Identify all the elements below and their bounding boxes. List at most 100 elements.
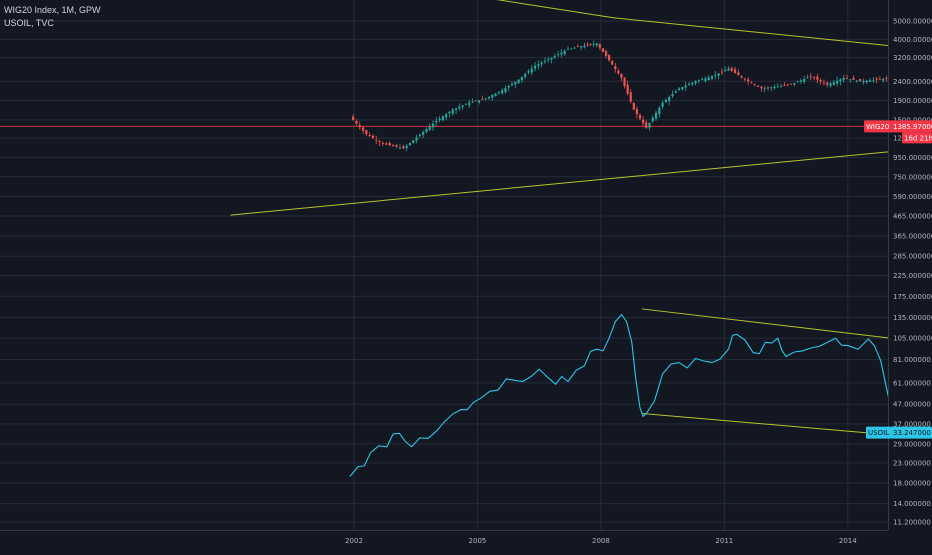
x-tick-label: 2005 bbox=[469, 537, 487, 545]
wig20-candle-body bbox=[614, 65, 617, 70]
wig20-candle-body bbox=[816, 76, 819, 80]
wig20-candle-body bbox=[418, 134, 421, 137]
wig20-candle-body bbox=[724, 70, 727, 72]
wig20-candle-body bbox=[514, 81, 517, 85]
wig20-candle-body bbox=[388, 143, 391, 146]
wig20-candle-body bbox=[537, 64, 540, 66]
wig20-candle-body bbox=[391, 145, 395, 147]
wig20-candle-body bbox=[697, 80, 700, 82]
wig20-candle-body bbox=[481, 98, 484, 100]
wig20-candle-body bbox=[849, 79, 852, 81]
trendline bbox=[230, 151, 888, 216]
wig20-candle-body bbox=[520, 76, 523, 81]
wig20-candle-body bbox=[385, 143, 388, 145]
wig20-candle-body bbox=[845, 78, 849, 80]
wig20-tag-label: WIG20 bbox=[866, 123, 889, 131]
wig20-candle-body bbox=[580, 46, 583, 48]
price-axis[interactable]: 5000.000000 4000.000000 3200.000000 2400.00… bbox=[893, 18, 932, 527]
wig20-candle-body bbox=[832, 82, 835, 85]
y-tick-label: 5000.000000 bbox=[893, 18, 932, 26]
wig20-candle-body bbox=[487, 96, 491, 99]
wig20-candle-body bbox=[501, 90, 504, 94]
wig20-candle-body bbox=[461, 105, 464, 107]
wig20-candle-body bbox=[623, 77, 626, 86]
wig20-candle-body bbox=[661, 102, 664, 107]
wig20-tag-value: 1385.970000 bbox=[893, 123, 932, 131]
wig20-price-tag bbox=[864, 120, 932, 133]
time-axis[interactable]: 2002200520082011201420172020202320262029… bbox=[345, 537, 932, 545]
wig20-candle-body bbox=[402, 146, 405, 149]
wig20-candle-body bbox=[629, 92, 632, 102]
wig20-candle-body bbox=[763, 88, 766, 89]
wig20-candle-body bbox=[747, 79, 750, 82]
y-tick-label: 105.000000 bbox=[893, 335, 932, 343]
wig20-candle-body bbox=[868, 80, 872, 82]
wig20-candle-body bbox=[517, 79, 520, 84]
wig20-candle-body bbox=[563, 50, 566, 55]
wig20-candle-body bbox=[635, 108, 639, 115]
wig20-candle-body bbox=[671, 94, 674, 97]
wig20-candle-body bbox=[889, 77, 891, 78]
price-tags: WIG20 1385.970000 16d 21h USOIL 33.247000 bbox=[864, 120, 932, 439]
wig20-candle-body bbox=[458, 106, 461, 109]
legend-secondary[interactable]: USOIL, TVC bbox=[4, 18, 54, 28]
wig20-candle-body bbox=[595, 43, 598, 46]
y-tick-label: 18.000000 bbox=[893, 480, 931, 488]
wig20-candle-body bbox=[681, 86, 684, 90]
wig20-candle-body bbox=[474, 100, 477, 102]
y-tick-label: 47.000000 bbox=[893, 401, 931, 409]
wig20-candle-body bbox=[915, 89, 917, 92]
wig20-candle-body bbox=[547, 59, 550, 61]
y-tick-label: 3200.000000 bbox=[893, 54, 932, 62]
wig20-candle-body bbox=[378, 141, 381, 143]
wig20-candle-body bbox=[598, 44, 601, 48]
legend-primary[interactable]: WIG20 Index, 1M, GPW bbox=[4, 5, 101, 15]
wig20-candle-body bbox=[576, 46, 579, 48]
wig20-candle-body bbox=[780, 85, 783, 87]
wig20-candle-body bbox=[583, 45, 586, 48]
wig20-candle-body bbox=[882, 78, 885, 81]
wig20-candle-body bbox=[793, 82, 796, 85]
wig20-candle-body bbox=[750, 82, 753, 84]
wig20-candle-body bbox=[395, 145, 398, 147]
wig20-candle-body bbox=[491, 95, 494, 98]
wig20-candle-body bbox=[352, 116, 355, 121]
y-tick-label: 1900.000000 bbox=[893, 97, 932, 105]
wig20-candle-body bbox=[720, 71, 723, 73]
wig20-candle-body bbox=[431, 123, 435, 128]
wig20-candle-body bbox=[740, 76, 743, 78]
wig20-candle-body bbox=[589, 44, 592, 45]
wig20-candle-body bbox=[361, 127, 365, 131]
wig20-candle-body bbox=[510, 83, 514, 86]
trend-arrow bbox=[642, 412, 888, 436]
wig20-candle-body bbox=[855, 80, 858, 82]
trend-arrow bbox=[641, 308, 888, 339]
wig20-candle-body bbox=[408, 142, 412, 146]
wig20-candle-body bbox=[803, 78, 806, 82]
wig20-candle-body bbox=[912, 86, 914, 89]
y-tick-label: 61.000000 bbox=[893, 379, 931, 387]
wig20-candle-body bbox=[620, 74, 623, 78]
countdown-label: 16d 21h bbox=[904, 134, 932, 142]
wig20-candle-body bbox=[638, 114, 642, 119]
wig20-candle-body bbox=[859, 78, 862, 82]
wig20-candle-body bbox=[365, 130, 368, 135]
wig20-candle-body bbox=[786, 84, 789, 86]
wig20-candle-body bbox=[438, 118, 441, 121]
wig20-candle-body bbox=[468, 102, 471, 106]
wig20-candle-body bbox=[809, 76, 812, 77]
wig20-candle-body bbox=[617, 70, 620, 74]
wig20-candle-body bbox=[533, 65, 537, 69]
wig20-candle-body bbox=[707, 77, 710, 80]
wig20-candle-body bbox=[592, 44, 595, 45]
wig20-candle-body bbox=[611, 61, 614, 65]
wig20-candle-body bbox=[743, 78, 747, 80]
wig20-candle-body bbox=[677, 88, 681, 90]
wig20-candle-body bbox=[573, 47, 576, 49]
wig20-candle-body bbox=[826, 82, 829, 85]
wig20-candle-body bbox=[701, 79, 704, 81]
wig20-candle-body bbox=[641, 119, 645, 124]
wig20-candle-body bbox=[836, 80, 839, 84]
